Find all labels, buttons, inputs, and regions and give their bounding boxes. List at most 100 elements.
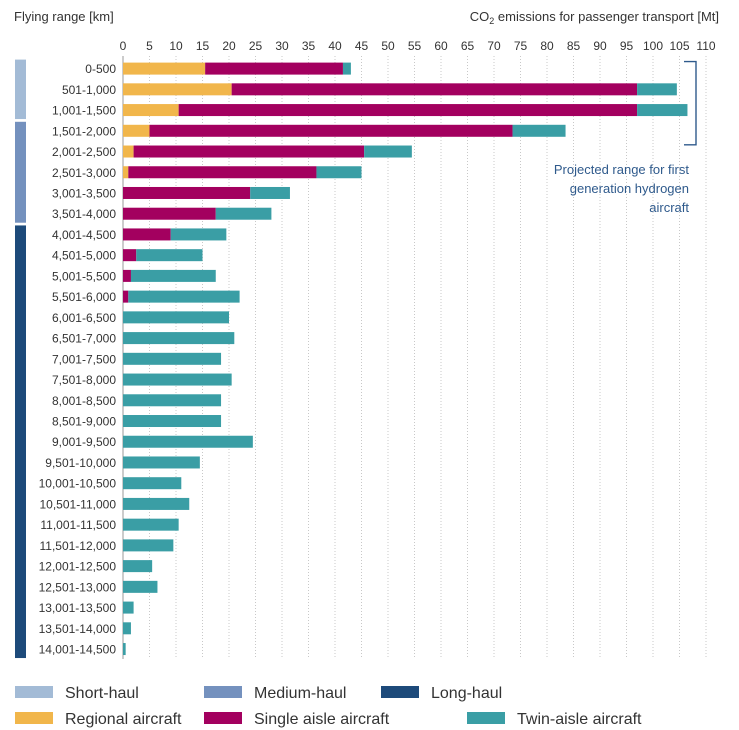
category-label: 6,501-7,000 (52, 332, 116, 346)
category-label: 7,501-8,000 (52, 373, 116, 387)
bar-segment (128, 166, 317, 179)
x-tick-label: 65 (461, 39, 475, 53)
bar-segment (123, 290, 129, 303)
legend: Short-haul Medium-haul Long-haul Regional a… (15, 685, 642, 728)
bar-segment (123, 643, 126, 656)
bar-segment (123, 186, 251, 199)
x-tick-label: 90 (593, 39, 607, 53)
annotation-bracket (684, 60, 697, 146)
annotation-text: aircraft (649, 200, 689, 215)
category-label: 12,001-12,500 (39, 560, 117, 574)
range-group-bar (15, 59, 26, 120)
x-tick-labels: 0 5 10 15 20 25 30 35 40 45 50 55 60 65 70 75 80 85 90 95 10… (120, 39, 716, 53)
bar-segment (133, 145, 365, 158)
category-label: 2,501-3,000 (52, 166, 116, 180)
bar-segment (123, 601, 134, 614)
x-tick-label: 20 (222, 39, 236, 53)
category-label: 9,001-9,500 (52, 435, 116, 449)
bar-segment (123, 518, 179, 531)
bar-segment (123, 207, 216, 220)
bar-segment (123, 124, 150, 137)
legend-swatch (204, 712, 242, 724)
bar-segment (123, 622, 131, 635)
x-tick-label: 10 (169, 39, 183, 53)
bar-segment (149, 124, 513, 137)
legend-swatch (15, 712, 53, 724)
category-label: 1,001-1,500 (52, 104, 116, 118)
category-label: 12,501-13,000 (39, 580, 117, 594)
legend-swatch (204, 686, 242, 698)
legend-label: Medium-haul (254, 685, 346, 702)
bar-segment (123, 332, 235, 345)
legend-swatch (381, 686, 419, 698)
range-group-bar (15, 225, 26, 659)
bar-segment (231, 83, 638, 96)
legend-label: Single aisle aircraft (254, 711, 390, 728)
category-label: 5,001-5,500 (52, 269, 116, 283)
x-tick-label: 35 (302, 39, 316, 53)
bar-segment (123, 228, 171, 241)
category-label: 9,501-10,000 (45, 456, 116, 470)
annotation-text: generation hydrogen (570, 181, 689, 196)
bar-segment (123, 497, 190, 510)
bar-segment (316, 166, 362, 179)
category-label: 6,001-6,500 (52, 311, 116, 325)
range-group-bars (15, 59, 26, 659)
category-label: 3,501-4,000 (52, 207, 116, 221)
category-label: 8,001-8,500 (52, 394, 116, 408)
bars (123, 62, 688, 656)
x-tick-label: 25 (249, 39, 263, 53)
x-tick-label: 100 (643, 39, 663, 53)
bar-segment (342, 62, 351, 75)
bar-segment (123, 435, 253, 448)
x-tick-label: 5 (146, 39, 153, 53)
category-label: 4,501-5,000 (52, 249, 116, 263)
bar-segment (123, 415, 222, 428)
bar-segment (123, 580, 158, 593)
bar-segment (123, 456, 200, 469)
annotation-text: Projected range for first (554, 162, 690, 177)
x-tick-label: 30 (275, 39, 289, 53)
x-tick-label: 95 (620, 39, 634, 53)
category-label: 13,501-14,000 (39, 622, 117, 636)
bar-segment (178, 104, 638, 117)
category-label: 2,001-2,500 (52, 145, 116, 159)
bar-segment (123, 352, 222, 365)
range-group-bar (15, 121, 26, 223)
bar-segment (637, 104, 688, 117)
category-label: 501-1,000 (62, 83, 116, 97)
category-label: 8,501-9,000 (52, 415, 116, 429)
bar-segment (123, 249, 137, 262)
category-label: 3,001-3,500 (52, 186, 116, 200)
bar-segment (250, 186, 290, 199)
hydrogen-range-annotation: Projected range for first generation hydr… (554, 60, 697, 215)
bar-segment (170, 228, 227, 241)
x-tick-label: 45 (355, 39, 369, 53)
x-tick-label: 80 (540, 39, 554, 53)
x-tick-label: 85 (567, 39, 581, 53)
category-label: 11,501-12,000 (39, 539, 116, 553)
category-label: 11,001-11,500 (40, 518, 116, 532)
x-tick-label: 15 (196, 39, 210, 53)
bar-segment (364, 145, 412, 158)
category-label: 14,001-14,500 (39, 643, 117, 657)
category-label: 10,501-11,000 (39, 497, 116, 511)
x-tick-label: 105 (669, 39, 689, 53)
bar-segment (123, 145, 134, 158)
bar-segment (512, 124, 566, 137)
x-tick-label: 110 (696, 39, 715, 53)
bar-segment (123, 539, 174, 552)
x-tick-label: 75 (514, 39, 528, 53)
y-axis-header: Flying range [km] (14, 9, 114, 24)
category-label: 4,001-4,500 (52, 228, 116, 242)
x-tick-label: 70 (487, 39, 501, 53)
bar-segment (205, 62, 343, 75)
bar-segment (123, 477, 182, 490)
legend-label: Long-haul (431, 685, 502, 702)
legend-swatch (467, 712, 505, 724)
bar-segment (123, 62, 206, 75)
bar-segment (123, 269, 131, 282)
x-tick-label: 40 (328, 39, 342, 53)
x-tick-label: 60 (434, 39, 448, 53)
bar-segment (130, 269, 216, 282)
